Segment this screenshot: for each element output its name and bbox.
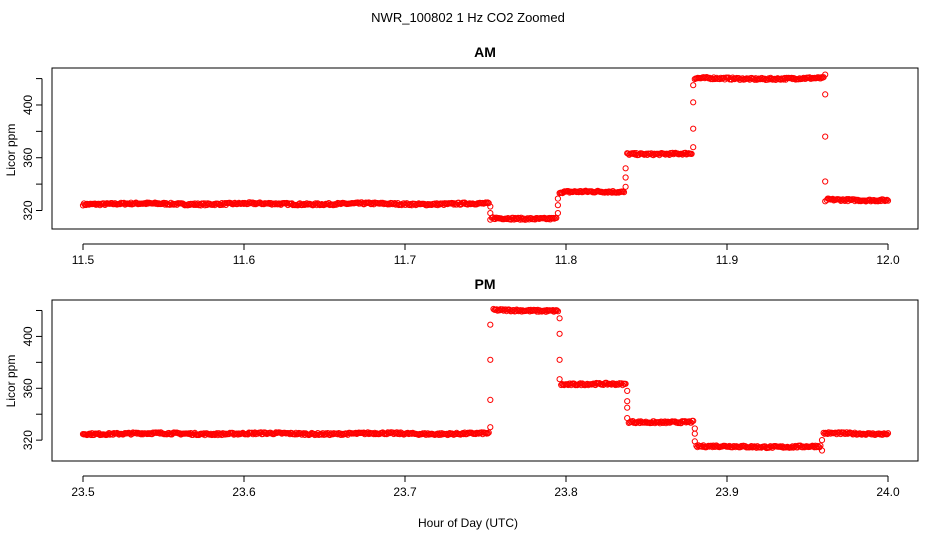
data-point-am-seg0	[485, 200, 492, 207]
transition-point-am-0	[487, 210, 494, 217]
scatter-points-am	[79, 71, 892, 223]
transition-point-am-2	[622, 174, 629, 181]
y-axis-am: 320 360 400	[21, 78, 43, 221]
transition-point-am-4	[822, 178, 829, 185]
data-point-am-seg4	[767, 74, 774, 82]
x-axis-label: Hour of Day (UTC)	[418, 516, 518, 530]
transition-point-am-0	[487, 203, 494, 210]
data-point-pm-seg2	[622, 380, 629, 387]
y-axis-label-pm: Licor ppm	[4, 355, 18, 408]
panel-am: AM Licor ppm 11.5 11.6 11.7 11.8 11.9 12.0 32…	[4, 44, 919, 267]
data-point-pm-seg0	[484, 430, 491, 437]
data-point-am-seg2	[619, 188, 627, 195]
transition-point-pm-0	[487, 321, 494, 328]
x-tick-label-pm: 23.8	[554, 485, 578, 499]
transition-point-pm-1	[556, 330, 563, 337]
transition-point-pm-4	[818, 437, 826, 444]
transition-point-am-1	[554, 202, 562, 209]
y-tick-label-pm: 320	[21, 430, 35, 450]
y-tick-label-pm: 400	[21, 326, 35, 346]
transition-point-pm-2	[624, 387, 631, 394]
panel-title-pm: PM	[475, 276, 496, 292]
transition-point-pm-3	[691, 438, 698, 445]
scatter-points-pm	[79, 305, 892, 454]
transition-point-pm-3	[691, 425, 698, 432]
data-point-pm-seg1	[553, 307, 561, 314]
data-point-pm-seg3	[690, 417, 697, 424]
transition-point-pm-3	[691, 430, 698, 437]
x-tick-label-pm: 23.5	[71, 485, 95, 499]
transition-point-am-2	[622, 183, 629, 190]
panel-title-am: AM	[474, 44, 496, 60]
panel-pm: PM Licor ppm 23.5 23.6 23.7 23.8 23.9 24.0 32…	[4, 276, 919, 499]
x-tick-label-am: 11.8	[555, 253, 578, 267]
transition-point-pm-2	[624, 404, 631, 411]
transition-point-pm-1	[556, 315, 563, 322]
transition-point-am-1	[554, 195, 562, 202]
transition-point-am-4	[822, 71, 829, 78]
transition-point-am-1	[554, 210, 562, 217]
transition-point-am-4	[822, 198, 829, 205]
y-tick-label-am: 400	[21, 95, 35, 115]
transition-point-am-3	[690, 125, 697, 132]
transition-point-pm-1	[556, 376, 563, 383]
transition-point-pm-0	[487, 396, 494, 403]
transition-point-am-3	[690, 144, 697, 151]
transition-point-am-0	[487, 216, 494, 223]
transition-point-pm-2	[624, 398, 631, 405]
data-point-am-seg5	[880, 197, 888, 204]
data-point-pm-seg5	[884, 430, 892, 437]
y-tick-label-pm: 360	[21, 378, 35, 398]
transition-point-am-4	[822, 133, 829, 140]
y-axis-pm: 320 360 400	[21, 309, 43, 450]
transition-point-am-3	[690, 82, 697, 89]
x-axis-pm: 23.5 23.6 23.7 23.8 23.9 24.0	[71, 475, 900, 499]
data-point-pm-seg0	[485, 429, 492, 436]
transition-point-am-2	[622, 165, 629, 172]
figure-title: NWR_100802 1 Hz CO2 Zoomed	[371, 10, 565, 25]
transition-point-pm-0	[487, 356, 494, 363]
transition-point-pm-2	[624, 415, 631, 422]
transition-point-pm-1	[556, 356, 563, 363]
data-point-am-seg2	[620, 189, 628, 196]
data-point-am-seg5	[884, 197, 892, 204]
data-point-pm-seg5	[883, 431, 891, 438]
transition-point-pm-0	[487, 424, 494, 431]
y-tick-label-am: 320	[21, 200, 35, 220]
x-tick-label-am: 11.6	[233, 253, 256, 267]
x-tick-label-pm: 24.0	[876, 485, 900, 499]
plot-frame-pm	[51, 299, 919, 462]
x-tick-label-am: 11.7	[394, 253, 417, 267]
x-tick-label-pm: 23.6	[232, 485, 256, 499]
x-tick-label-am: 12.0	[876, 253, 900, 267]
y-tick-label-am: 360	[21, 147, 35, 167]
y-axis-label-am: Licor ppm	[4, 124, 18, 177]
transition-point-am-4	[822, 91, 829, 98]
x-axis-am: 11.5 11.6 11.7 11.8 11.9 12.0	[72, 243, 900, 267]
transition-point-pm-4	[818, 447, 826, 454]
x-tick-label-am: 11.5	[72, 253, 95, 267]
x-tick-label-am: 11.9	[716, 253, 739, 267]
data-point-am-seg1	[550, 214, 557, 222]
data-point-pm-seg1	[554, 308, 562, 315]
x-tick-label-pm: 23.7	[393, 485, 417, 499]
data-point-am-seg3	[688, 150, 695, 157]
transition-point-am-3	[690, 99, 697, 106]
plot-frame-am	[51, 67, 919, 230]
data-point-am-seg5	[883, 196, 891, 203]
x-tick-label-pm: 23.9	[715, 485, 739, 499]
